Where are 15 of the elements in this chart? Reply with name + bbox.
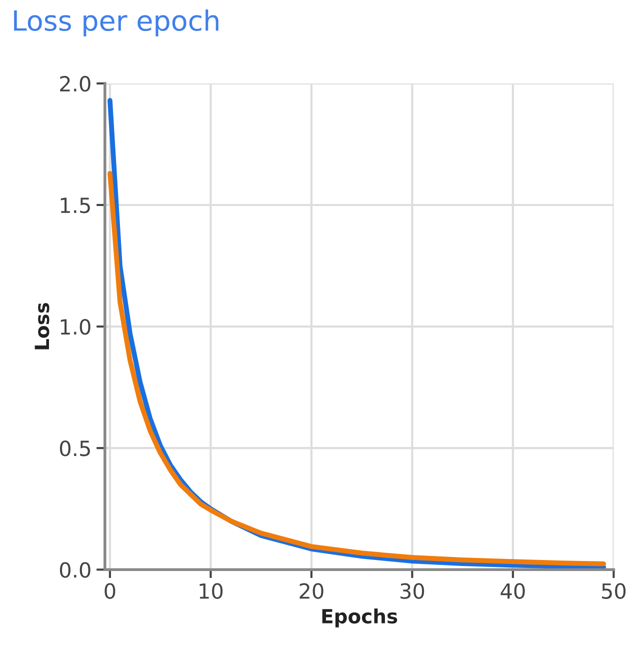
- x-axis-title: Epochs: [322, 608, 398, 628]
- y-tick-label: 2.0: [60, 76, 90, 92]
- line-series: [108, 170, 606, 566]
- y-axis-title: Loss: [34, 303, 50, 350]
- y-tick-label: 0.5: [60, 440, 90, 456]
- chart-title: Loss per epoch: [14, 10, 218, 36]
- x-tick-label: 40: [500, 583, 525, 599]
- y-tick-label: 1.0: [60, 318, 90, 335]
- x-tick-label: 10: [200, 583, 223, 599]
- y-tick-label: 0.0: [60, 562, 90, 578]
- x-tick-label: 20: [300, 583, 324, 599]
- x-tick-label: 0: [104, 583, 116, 599]
- x-tick-label: 30: [400, 583, 424, 599]
- x-tick-label: 50: [602, 583, 626, 599]
- y-tick-label: 1.5: [60, 198, 90, 214]
